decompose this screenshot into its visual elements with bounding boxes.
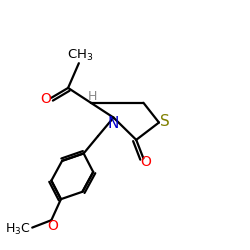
Text: CH$_3$: CH$_3$ — [67, 48, 93, 63]
Text: S: S — [160, 114, 170, 129]
Text: O: O — [140, 155, 151, 169]
Text: O: O — [40, 92, 51, 106]
Text: N: N — [108, 116, 119, 131]
Text: H$_3$C: H$_3$C — [6, 222, 31, 237]
Text: H: H — [87, 90, 97, 103]
Text: O: O — [47, 219, 58, 233]
